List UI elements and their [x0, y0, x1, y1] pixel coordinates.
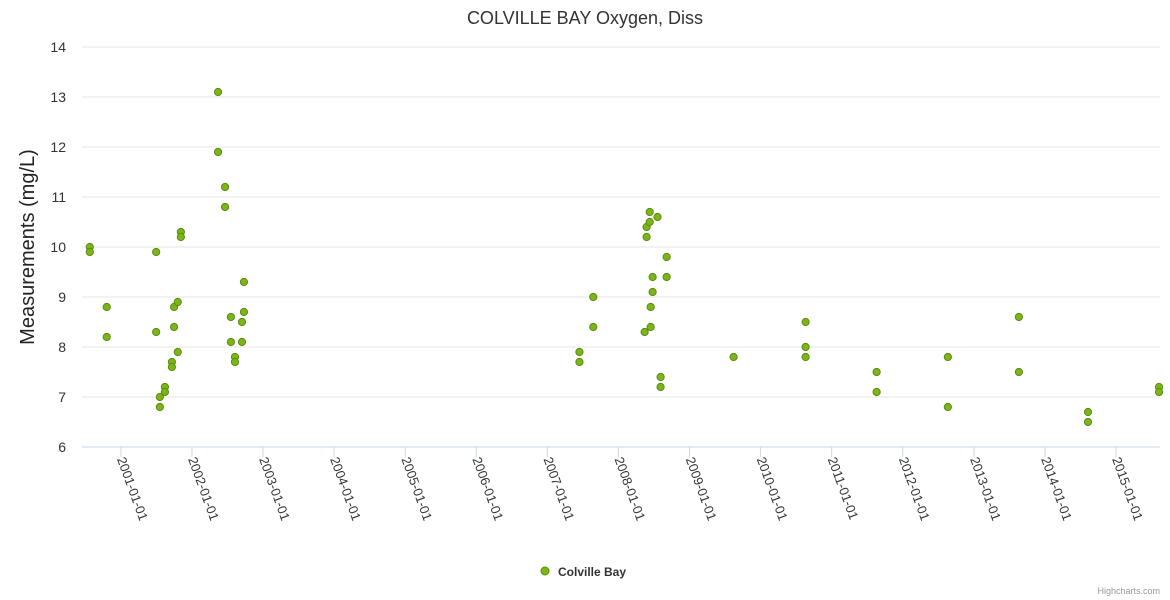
scatter-points [85, 87, 1164, 427]
data-point[interactable] [102, 302, 111, 312]
data-point[interactable] [155, 402, 164, 412]
data-point[interactable] [237, 337, 247, 347]
data-point[interactable] [173, 347, 182, 357]
data-point[interactable] [102, 332, 111, 342]
data-point[interactable] [226, 312, 235, 322]
data-point[interactable] [575, 347, 584, 357]
data-point[interactable] [220, 202, 230, 212]
data-point[interactable] [1014, 367, 1024, 377]
data-point[interactable] [1083, 407, 1093, 417]
data-point[interactable] [589, 292, 598, 302]
y-tick-labels: 6 7 8 9 10 11 12 13 14 [50, 39, 66, 455]
data-point[interactable] [872, 367, 881, 377]
data-point[interactable] [1014, 312, 1024, 322]
data-point[interactable] [646, 302, 655, 312]
data-point[interactable] [213, 87, 223, 97]
y-tick-label: 10 [50, 239, 66, 255]
x-ticks: 2001-01-01 2002-01-01 2003-01-01 2004-01-01… [114, 447, 1146, 523]
data-point[interactable] [801, 317, 810, 327]
data-point[interactable] [160, 387, 170, 397]
data-point[interactable] [176, 232, 185, 242]
y-tick-label: 8 [58, 339, 66, 355]
x-tick-label: 2003-01-01 [256, 455, 293, 523]
data-point[interactable] [237, 317, 247, 327]
data-point[interactable] [575, 357, 584, 367]
data-point[interactable] [662, 272, 671, 282]
chart-title: COLVILLE BAY Oxygen, Diss [467, 8, 703, 28]
data-point[interactable] [213, 147, 223, 157]
data-point[interactable] [648, 287, 657, 297]
x-tick-label: 2004-01-01 [327, 455, 364, 523]
credits-link[interactable]: Highcharts.com [1097, 586, 1160, 596]
data-point[interactable] [155, 392, 164, 402]
data-point[interactable] [169, 322, 179, 332]
legend-marker [540, 566, 550, 576]
data-point[interactable] [801, 342, 810, 352]
y-tick-label: 14 [50, 39, 66, 55]
y-tick-label: 12 [50, 139, 66, 155]
data-point[interactable] [167, 362, 177, 372]
data-point[interactable] [648, 272, 657, 282]
data-point[interactable] [656, 382, 665, 392]
legend[interactable]: Colville Bay [540, 565, 626, 579]
data-point[interactable] [640, 327, 649, 337]
data-point[interactable] [173, 297, 182, 307]
y-tick-label: 6 [58, 439, 66, 455]
x-tick-label: 2006-01-01 [469, 455, 506, 523]
data-point[interactable] [943, 352, 952, 362]
y-tick-label: 7 [58, 389, 66, 405]
data-point[interactable] [230, 357, 240, 367]
data-point[interactable] [85, 247, 94, 257]
x-tick-label: 2009-01-01 [683, 455, 720, 523]
x-tick-label: 2015-01-01 [1109, 455, 1146, 523]
data-point[interactable] [656, 372, 665, 382]
data-point[interactable] [220, 182, 230, 192]
data-point[interactable] [226, 337, 235, 347]
x-tick-label: 2008-01-01 [612, 455, 649, 523]
data-point[interactable] [662, 252, 671, 262]
y-axis-label: Measurements (mg/L) [17, 149, 39, 345]
data-point[interactable] [1154, 387, 1164, 397]
x-tick-label: 2013-01-01 [967, 455, 1004, 523]
x-tick-label: 2005-01-01 [398, 455, 435, 523]
data-point[interactable] [1083, 417, 1093, 427]
data-point[interactable] [152, 247, 161, 257]
data-point[interactable] [646, 322, 655, 332]
x-tick-label: 2001-01-01 [114, 455, 151, 523]
x-tick-label: 2010-01-01 [754, 455, 791, 523]
data-point[interactable] [239, 307, 249, 317]
x-tick-label: 2002-01-01 [185, 455, 222, 523]
data-point[interactable] [801, 352, 810, 362]
y-tick-label: 11 [51, 189, 66, 205]
legend-label[interactable]: Colville Bay [558, 565, 626, 579]
x-tick-label: 2012-01-01 [896, 455, 933, 523]
data-point[interactable] [239, 277, 249, 287]
data-point[interactable] [729, 352, 738, 362]
data-point[interactable] [872, 387, 881, 397]
data-point[interactable] [589, 322, 598, 332]
data-point[interactable] [642, 232, 651, 242]
data-point[interactable] [653, 212, 662, 222]
data-point[interactable] [645, 217, 654, 227]
data-point[interactable] [152, 327, 161, 337]
x-tick-label: 2014-01-01 [1038, 455, 1075, 523]
data-point[interactable] [943, 402, 952, 412]
data-point[interactable] [645, 207, 654, 217]
grid-lines [82, 46, 1160, 398]
y-tick-label: 9 [58, 289, 66, 305]
y-tick-label: 13 [50, 89, 66, 105]
x-tick-label: 2007-01-01 [541, 455, 578, 523]
x-tick-label: 2011-01-01 [825, 455, 862, 522]
